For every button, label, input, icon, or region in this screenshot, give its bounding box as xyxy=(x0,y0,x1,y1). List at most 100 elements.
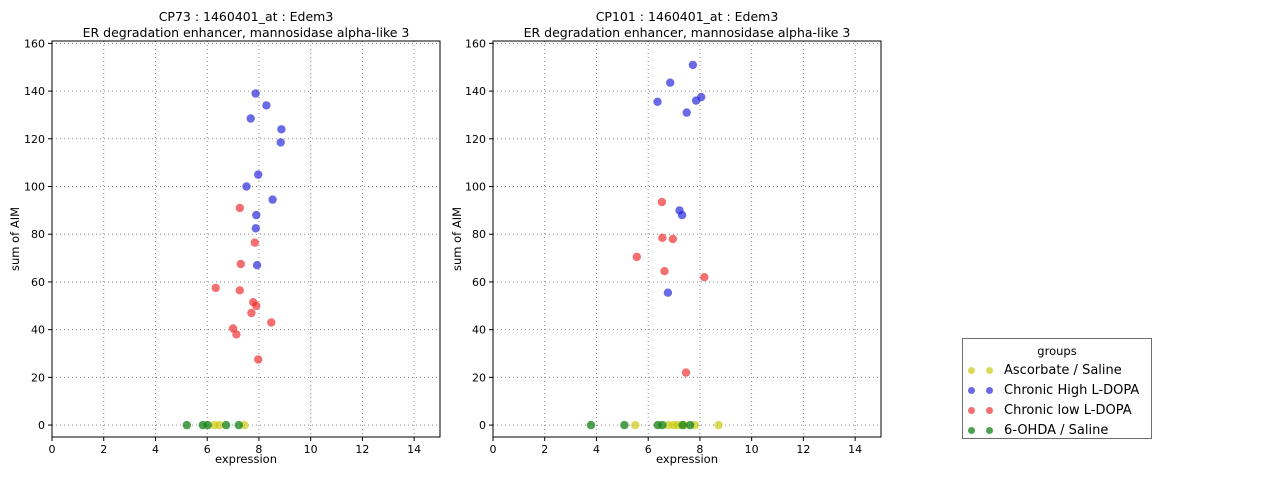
data-point-chronic-low-l-dopa xyxy=(250,238,259,247)
y-tick-label: 60 xyxy=(31,276,45,289)
x-tick-label: 8 xyxy=(255,443,262,456)
legend: groups Ascorbate / Saline Chronic High L-… xyxy=(962,338,1152,439)
data-point-chronic-low-l-dopa xyxy=(232,330,241,339)
data-point-chronic-low-l-dopa xyxy=(247,308,256,318)
data-point-ascorbate-saline xyxy=(631,420,640,430)
x-tick-label: 2 xyxy=(541,443,548,456)
legend-rows: Ascorbate / Saline Chronic High L-DOPA Chr… xyxy=(963,360,1151,440)
x-tick-label: 12 xyxy=(355,443,369,456)
legend-entry-label: Chronic low L-DOPA xyxy=(1004,402,1132,418)
y-tick-label: 160 xyxy=(24,37,45,50)
legend-entry-label: 6-OHDA / Saline xyxy=(1004,422,1109,438)
data-point-chronic-low-l-dopa xyxy=(254,355,263,364)
plot2-title: CP101 : 1460401_at : Edem3 ER degradatio… xyxy=(493,9,881,41)
x-tick-label: 6 xyxy=(204,443,211,456)
y-tick-label: 140 xyxy=(465,85,486,98)
plot2-title-line2: ER degradation enhancer, mannosidase alp… xyxy=(523,25,851,40)
y-tick-label: 40 xyxy=(472,324,486,337)
y-tick-label: 20 xyxy=(472,371,486,384)
x-tick-label: 14 xyxy=(407,443,421,456)
y-tick-label: 160 xyxy=(465,37,486,50)
data-point-chronic-low-l-dopa xyxy=(235,203,244,213)
legend-marker-icon xyxy=(968,386,975,394)
legend-entry-chronic-high-l-dopa: Chronic High L-DOPA xyxy=(963,380,1151,400)
legend-entry-label: Chronic High L-DOPA xyxy=(1004,382,1140,398)
data-point-chronic-low-l-dopa xyxy=(235,286,244,295)
data-point-chronic-low-l-dopa xyxy=(660,267,669,276)
data-point-ascorbate-saline xyxy=(714,420,723,430)
data-point-6-ohda-saline xyxy=(221,420,231,430)
legend-marker-icon xyxy=(986,386,993,394)
data-point-chronic-high-l-dopa xyxy=(251,89,260,98)
data-point-chronic-high-l-dopa xyxy=(688,60,698,70)
legend-entry-6-ohda-saline: 6-OHDA / Saline xyxy=(963,420,1151,440)
data-point-chronic-low-l-dopa xyxy=(700,273,709,282)
data-point-chronic-low-l-dopa xyxy=(252,301,261,310)
x-tick-label: 10 xyxy=(745,443,759,456)
data-point-chronic-high-l-dopa xyxy=(252,210,261,220)
data-point-chronic-low-l-dopa xyxy=(657,197,667,207)
x-tick-label: 14 xyxy=(848,443,862,456)
data-point-chronic-high-l-dopa xyxy=(663,288,673,297)
legend-marker-icon xyxy=(968,426,975,434)
y-tick-label: 0 xyxy=(38,419,45,432)
data-point-6-ohda-saline xyxy=(234,420,243,430)
data-point-chronic-high-l-dopa xyxy=(276,138,285,147)
plot1-y-axis-label: sum of AIM xyxy=(8,206,22,272)
legend-entry-ascorbate-saline: Ascorbate / Saline xyxy=(963,360,1151,380)
data-point-chronic-high-l-dopa xyxy=(246,114,255,123)
data-point-6-ohda-saline xyxy=(620,420,629,430)
y-tick-label: 100 xyxy=(24,181,45,194)
data-point-chronic-high-l-dopa xyxy=(262,101,271,110)
x-tick-label: 10 xyxy=(304,443,318,456)
axes-box xyxy=(51,40,441,438)
x-tick-label: 4 xyxy=(152,443,159,456)
y-tick-label: 20 xyxy=(31,371,45,384)
data-point-chronic-high-l-dopa xyxy=(252,261,262,270)
data-point-chronic-high-l-dopa xyxy=(682,108,691,117)
x-tick-label: 6 xyxy=(645,443,652,456)
data-point-chronic-high-l-dopa xyxy=(666,78,675,87)
data-point-chronic-high-l-dopa xyxy=(268,195,277,204)
x-tick-label: 0 xyxy=(490,443,497,456)
x-tick-label: 0 xyxy=(49,443,56,456)
data-point-chronic-high-l-dopa xyxy=(277,125,286,134)
plot2-y-axis-label: sum of AIM xyxy=(450,206,464,272)
axes-box xyxy=(492,40,882,438)
data-point-chronic-high-l-dopa xyxy=(697,92,706,102)
x-tick-label: 4 xyxy=(593,443,600,456)
x-tick-label: 12 xyxy=(796,443,810,456)
data-point-chronic-high-l-dopa xyxy=(653,97,662,107)
plot1-title: CP73 : 1460401_at : Edem3 ER degradation… xyxy=(52,9,440,41)
y-tick-label: 80 xyxy=(472,228,486,241)
plot1-x-axis-label: expression xyxy=(214,452,278,466)
x-tick-label: 8 xyxy=(696,443,703,456)
legend-marker-icon xyxy=(986,426,993,434)
data-point-chronic-low-l-dopa xyxy=(267,318,276,327)
data-point-chronic-low-l-dopa xyxy=(681,368,691,377)
plot2-x-axis-label: expression xyxy=(655,452,719,466)
data-point-chronic-low-l-dopa xyxy=(632,252,641,262)
data-point-6-ohda-saline xyxy=(685,420,695,430)
legend-marker-icon xyxy=(986,366,993,374)
data-point-chronic-high-l-dopa xyxy=(251,224,260,233)
legend-entry-chronic-low-l-dopa: Chronic low L-DOPA xyxy=(963,400,1151,420)
y-tick-label: 100 xyxy=(465,181,486,194)
legend-title: groups xyxy=(1037,344,1077,358)
plot2-title-line1: CP101 : 1460401_at : Edem3 xyxy=(595,9,779,24)
legend-entry-label: Ascorbate / Saline xyxy=(1004,362,1122,378)
y-tick-label: 140 xyxy=(24,85,45,98)
data-point-chronic-low-l-dopa xyxy=(211,283,220,293)
plot1-title-line2: ER degradation enhancer, mannosidase alp… xyxy=(82,25,410,40)
data-point-chronic-high-l-dopa xyxy=(254,170,263,179)
legend-marker-icon xyxy=(968,406,975,414)
data-point-chronic-low-l-dopa xyxy=(236,259,245,269)
data-point-ascorbate-saline xyxy=(215,420,224,430)
x-tick-label: 2 xyxy=(100,443,107,456)
legend-marker-icon xyxy=(968,366,975,374)
y-tick-label: 80 xyxy=(31,228,45,241)
